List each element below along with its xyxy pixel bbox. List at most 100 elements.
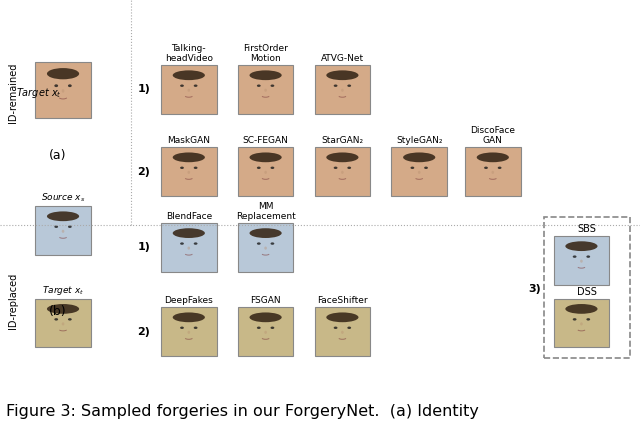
- Bar: [35, 299, 91, 347]
- Ellipse shape: [250, 312, 282, 322]
- Text: 3): 3): [528, 285, 541, 294]
- Ellipse shape: [563, 305, 600, 340]
- Ellipse shape: [188, 89, 190, 92]
- Bar: [315, 307, 370, 356]
- Ellipse shape: [474, 153, 512, 188]
- Ellipse shape: [341, 331, 344, 334]
- Ellipse shape: [47, 68, 79, 79]
- Ellipse shape: [586, 318, 590, 320]
- Ellipse shape: [68, 318, 72, 320]
- Text: DiscoFace
GAN: DiscoFace GAN: [470, 126, 515, 145]
- Ellipse shape: [194, 242, 198, 245]
- Bar: [554, 299, 609, 347]
- Ellipse shape: [341, 89, 344, 92]
- Bar: [238, 147, 293, 196]
- Ellipse shape: [484, 167, 488, 169]
- Ellipse shape: [246, 153, 285, 188]
- Ellipse shape: [477, 152, 509, 162]
- Ellipse shape: [326, 70, 358, 80]
- Bar: [161, 307, 216, 356]
- Ellipse shape: [47, 304, 79, 314]
- Bar: [315, 147, 370, 196]
- Text: 1): 1): [138, 85, 150, 94]
- Ellipse shape: [170, 229, 208, 264]
- Ellipse shape: [180, 327, 184, 329]
- Text: Talking-
headVideo: Talking- headVideo: [165, 44, 212, 63]
- Bar: [161, 147, 216, 196]
- Ellipse shape: [323, 153, 362, 188]
- Ellipse shape: [563, 242, 600, 277]
- Ellipse shape: [173, 228, 205, 238]
- Ellipse shape: [403, 152, 435, 162]
- Ellipse shape: [170, 153, 208, 188]
- Text: ID-remained: ID-remained: [8, 62, 18, 123]
- Text: 2): 2): [138, 167, 150, 176]
- Ellipse shape: [47, 211, 79, 221]
- Bar: [238, 223, 293, 272]
- Text: (a): (a): [49, 149, 67, 162]
- Ellipse shape: [173, 152, 205, 162]
- Ellipse shape: [188, 247, 190, 250]
- Ellipse shape: [44, 212, 82, 247]
- Text: FSGAN: FSGAN: [250, 296, 281, 305]
- Ellipse shape: [348, 327, 351, 329]
- Ellipse shape: [264, 89, 267, 92]
- Text: 1): 1): [138, 242, 150, 252]
- Ellipse shape: [61, 230, 65, 233]
- Ellipse shape: [323, 71, 362, 106]
- Ellipse shape: [264, 331, 267, 334]
- Ellipse shape: [173, 312, 205, 322]
- Bar: [161, 65, 216, 114]
- Ellipse shape: [586, 256, 590, 258]
- Ellipse shape: [246, 71, 285, 106]
- Text: MM
Replacement: MM Replacement: [236, 202, 296, 221]
- Ellipse shape: [68, 84, 72, 87]
- Ellipse shape: [410, 167, 414, 169]
- Text: Source $x_s$: Source $x_s$: [41, 192, 85, 204]
- Ellipse shape: [573, 318, 577, 320]
- Text: BlendFace: BlendFace: [166, 212, 212, 221]
- Bar: [35, 62, 91, 118]
- Ellipse shape: [257, 242, 260, 245]
- Ellipse shape: [250, 70, 282, 80]
- Text: ATVG-Net: ATVG-Net: [321, 54, 364, 63]
- Ellipse shape: [264, 247, 267, 250]
- Ellipse shape: [333, 167, 337, 169]
- Ellipse shape: [180, 242, 184, 245]
- Ellipse shape: [341, 171, 344, 174]
- Text: MaskGAN: MaskGAN: [167, 136, 211, 145]
- Ellipse shape: [44, 305, 82, 340]
- Ellipse shape: [61, 322, 65, 325]
- Text: FaceShifter: FaceShifter: [317, 296, 368, 305]
- Ellipse shape: [173, 70, 205, 80]
- Ellipse shape: [348, 85, 351, 87]
- Ellipse shape: [54, 84, 58, 87]
- Ellipse shape: [565, 304, 598, 314]
- Ellipse shape: [180, 85, 184, 87]
- Ellipse shape: [170, 71, 208, 106]
- Text: Target $x_t$: Target $x_t$: [42, 284, 84, 297]
- Ellipse shape: [424, 167, 428, 169]
- Ellipse shape: [68, 226, 72, 228]
- Bar: [392, 147, 447, 196]
- Ellipse shape: [250, 152, 282, 162]
- Ellipse shape: [194, 85, 198, 87]
- Ellipse shape: [271, 327, 275, 329]
- Ellipse shape: [326, 152, 358, 162]
- Ellipse shape: [180, 167, 184, 169]
- Bar: [238, 307, 293, 356]
- Text: 2): 2): [138, 327, 150, 336]
- Text: (b): (b): [49, 305, 67, 318]
- Ellipse shape: [44, 69, 82, 109]
- Ellipse shape: [271, 167, 275, 169]
- Ellipse shape: [348, 167, 351, 169]
- Ellipse shape: [271, 242, 275, 245]
- Bar: [554, 236, 609, 285]
- Ellipse shape: [250, 228, 282, 238]
- Ellipse shape: [54, 318, 58, 320]
- Text: ID-replaced: ID-replaced: [8, 273, 18, 329]
- Ellipse shape: [194, 167, 198, 169]
- Ellipse shape: [188, 331, 190, 334]
- Text: StarGAN₂: StarGAN₂: [321, 136, 364, 145]
- Text: Figure 3: Sampled forgeries in our ForgeryNet.  (a) Identity: Figure 3: Sampled forgeries in our Forge…: [6, 404, 479, 419]
